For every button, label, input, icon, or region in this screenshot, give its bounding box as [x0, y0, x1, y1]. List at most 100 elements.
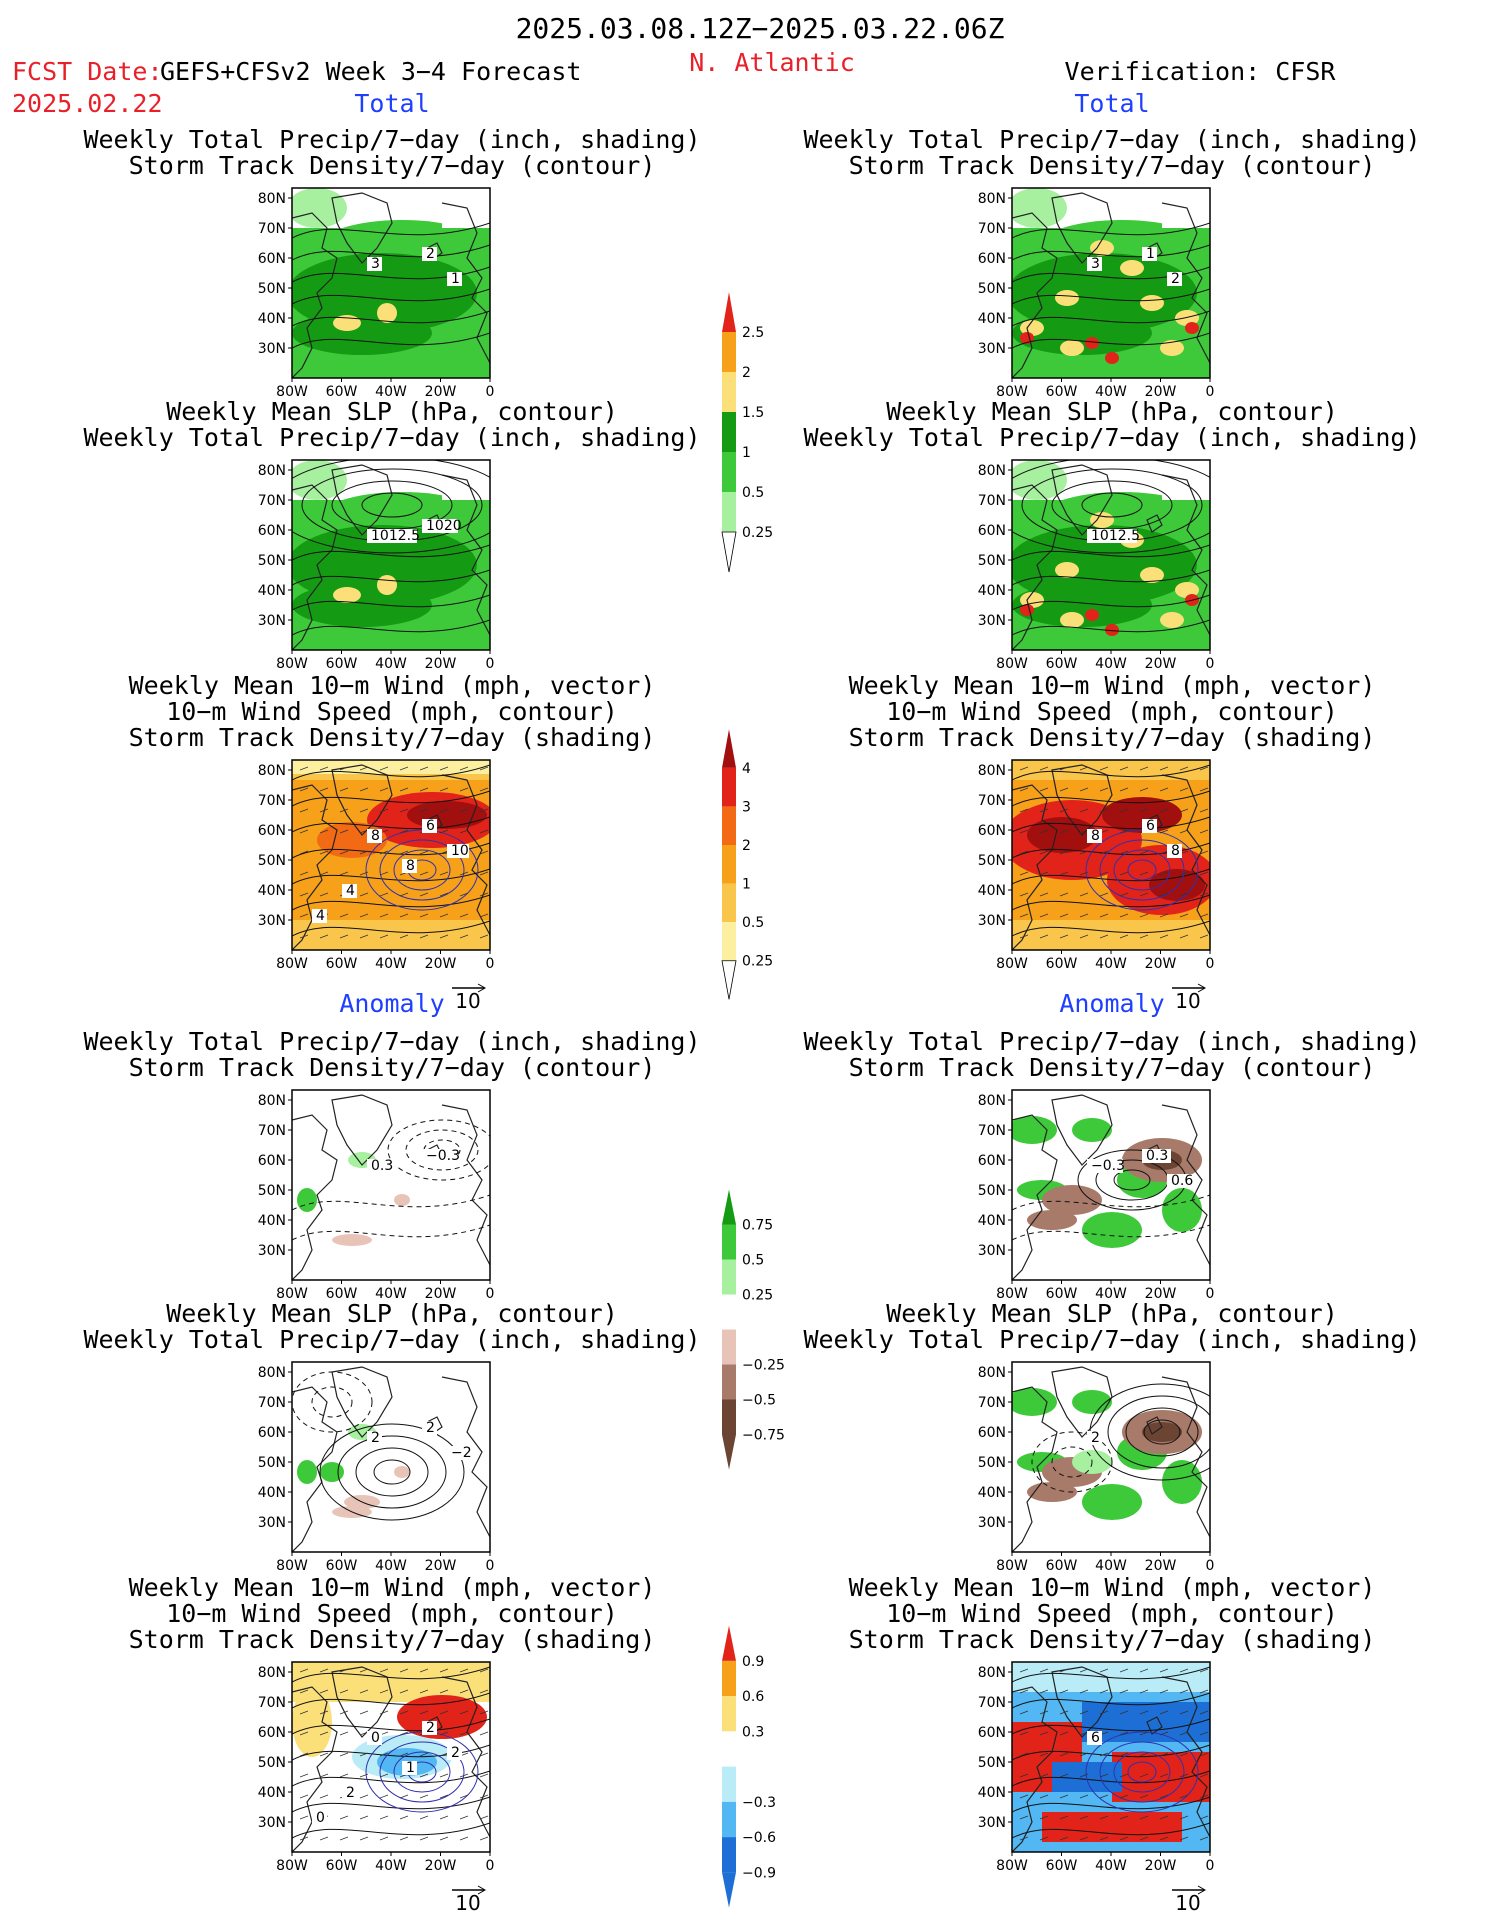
precip-shading — [1020, 320, 1044, 336]
wind-vector — [1079, 850, 1089, 855]
lat-tick-label: 50N — [978, 1183, 1006, 1199]
wind-vector — [479, 934, 489, 939]
anomaly-shading — [1042, 1185, 1102, 1215]
wind-vector — [379, 808, 389, 813]
wind-vector — [1139, 1731, 1149, 1736]
wind-vector — [1039, 913, 1049, 918]
contour-label-bg — [1142, 247, 1157, 261]
lat-tick-label: 80N — [978, 1665, 1006, 1681]
colorbar-segment — [722, 1399, 736, 1435]
wind-vector — [1079, 934, 1089, 939]
wind-vector — [1119, 1794, 1129, 1799]
lat-tick-label: 60N — [258, 823, 286, 839]
colorbar-segment — [722, 1294, 736, 1330]
wind-vector — [1139, 913, 1149, 918]
colorbar-anom-storm: 0.9 0.6 0.3 −0.3 −0.6 −0.9 — [722, 1625, 776, 1908]
colorbar-anom-precip: 0.75 0.5 0.25 −0.25 −0.5 −0.75 — [722, 1189, 785, 1470]
precip-shading — [292, 188, 347, 228]
wind-vector — [419, 1773, 429, 1778]
contour-line — [1012, 288, 1210, 305]
title-tr3-l2: 10−m Wind Speed (mph, contour) — [886, 697, 1338, 726]
contour-label: 1020 — [426, 518, 462, 534]
contour-line — [1012, 244, 1210, 261]
contour-label-bg — [342, 1786, 357, 1800]
wind-vector — [1159, 1773, 1169, 1778]
precip-shading — [333, 587, 361, 603]
anomaly-shading — [1072, 1390, 1112, 1414]
title-tl4-l1: Weekly Total Precip/7−day (inch, shading… — [83, 1027, 700, 1056]
lon-tick-label: 20W — [1145, 1558, 1177, 1574]
map-plot-area — [292, 1090, 490, 1280]
precip-shading — [1185, 322, 1199, 334]
contour-label-bg — [402, 859, 417, 873]
wind-vector — [379, 1794, 389, 1799]
precip-shading — [377, 575, 397, 595]
anomaly-shading — [1082, 1212, 1142, 1248]
map-plot-area — [292, 460, 490, 650]
wind-vector — [379, 1836, 389, 1841]
lat-tick-label: 60N — [978, 1153, 1006, 1169]
wind-vector — [1099, 871, 1109, 876]
coastline — [1012, 484, 1058, 650]
contour-label: 0.3 — [371, 1158, 393, 1174]
lon-tick-label: 40W — [375, 1286, 407, 1302]
colorbar-label: 0.6 — [742, 1689, 764, 1705]
lat-tick-label: 50N — [258, 553, 286, 569]
contour-label-bg — [1087, 529, 1137, 543]
wind-vector — [459, 1836, 469, 1841]
wind-vector — [439, 808, 449, 813]
coastline — [1051, 764, 1113, 836]
wind-vector — [1059, 850, 1069, 855]
wind-vector — [1199, 766, 1209, 771]
title-tl6-l1: Weekly Mean 10−m Wind (mph, vector) — [129, 1573, 656, 1602]
wind-vector — [1139, 1752, 1149, 1757]
wind-vector — [1079, 766, 1089, 771]
wind-vector — [339, 1836, 349, 1841]
wind-vector — [1119, 913, 1129, 918]
title-tr2-l1: Weekly Mean SLP (hPa, contour) — [886, 397, 1338, 426]
wind-vector — [1099, 1710, 1109, 1715]
contour-label-bg — [1142, 819, 1157, 833]
precip-shading — [1085, 337, 1099, 349]
contour-line — [1012, 816, 1210, 833]
contour-label: 1 — [451, 271, 460, 287]
title-tr6-l3: Storm Track Density/7−day (shading) — [849, 1625, 1376, 1654]
contour-line — [292, 332, 490, 349]
coastline — [441, 202, 490, 364]
contour-line — [1012, 764, 1210, 781]
wind-vector — [339, 1710, 349, 1715]
wind-vector — [299, 913, 309, 918]
wind-vector — [1139, 1794, 1149, 1799]
colorbar-segment — [722, 332, 736, 372]
contour-line — [292, 460, 490, 554]
wind-vector — [399, 1836, 409, 1841]
wind-vector — [419, 1668, 429, 1673]
lat-tick-label: 40N — [258, 583, 286, 599]
wind-vector — [479, 1836, 489, 1841]
lon-tick-label: 20W — [425, 956, 457, 972]
wind-vector — [439, 787, 449, 792]
wind-vector — [419, 766, 429, 771]
wind-vector — [399, 766, 409, 771]
contour-line — [1051, 1446, 1093, 1478]
colorbar-label: 4 — [742, 761, 751, 777]
wind-vector — [379, 892, 389, 897]
colorbar-label: 0.5 — [742, 915, 764, 931]
wind-vector — [1079, 829, 1089, 834]
lat-tick-label: 40N — [258, 1485, 286, 1501]
lon-tick-label: 40W — [1095, 1286, 1127, 1302]
contour-label-bg — [422, 1421, 437, 1435]
wind-vector — [1019, 913, 1029, 918]
contour-line — [1012, 544, 1210, 561]
lon-tick-label: 80W — [996, 656, 1028, 672]
map-plot-area — [1012, 760, 1210, 950]
contour-line — [1012, 619, 1210, 636]
contour-line — [1107, 1395, 1210, 1469]
colorbar-segment — [722, 492, 736, 532]
lon-tick-label: 60W — [326, 656, 358, 672]
lon-tick-label: 60W — [326, 1286, 358, 1302]
wind-vector — [1059, 1668, 1069, 1673]
wind-vector — [479, 1773, 489, 1778]
lat-tick-label: 70N — [258, 793, 286, 809]
wind-vector — [319, 808, 329, 813]
